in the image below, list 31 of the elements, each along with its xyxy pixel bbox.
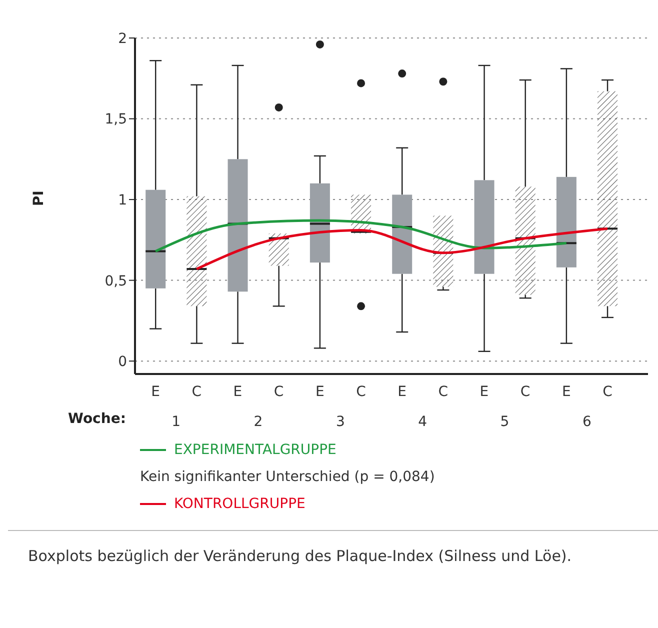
x-tick-label: C [274, 384, 284, 400]
line-series [154, 219, 568, 252]
x-tick-label: C [438, 384, 448, 400]
x-tick-label: E [233, 384, 242, 400]
x-tick-label: E [151, 384, 160, 400]
text: 1 [172, 414, 181, 430]
text: 3 [336, 414, 345, 430]
text: Kein signifikanter Unterschied (p = 0,084) [140, 468, 436, 487]
text: 5 [500, 414, 510, 430]
x-tick-label: E [315, 384, 324, 400]
text: 4 [418, 414, 428, 430]
y-tick-label: 1,5 [104, 112, 127, 128]
x-tick-label: C [192, 384, 202, 400]
y-axis-title: PI [30, 190, 47, 206]
x-tick-label: C [520, 384, 530, 400]
x-axis-title: Woche: [68, 411, 126, 427]
x-tick-label: C [356, 384, 366, 400]
y-tick-label: 0 [118, 354, 127, 370]
x-tick-label: E [562, 384, 571, 400]
text: 6 [582, 414, 592, 430]
x-tick-label: E [398, 384, 406, 400]
text: 2 [254, 414, 263, 430]
legend-label: KONTROLLGRUPPE [173, 495, 306, 514]
y-tick-label: 1 [118, 192, 127, 209]
legend-label: EXPERIMENTALGRUPPE [173, 441, 338, 460]
y-tick-label: 0,5 [104, 273, 127, 290]
y-tick-label: 2 [118, 30, 127, 47]
line-series [195, 227, 609, 270]
x-tick-label: E [480, 384, 489, 400]
x-tick-label: C [602, 384, 613, 400]
text: Boxplots bezüglich der Veränderung des Plaque-Index (Silness und Löe). [8, 530, 658, 565]
